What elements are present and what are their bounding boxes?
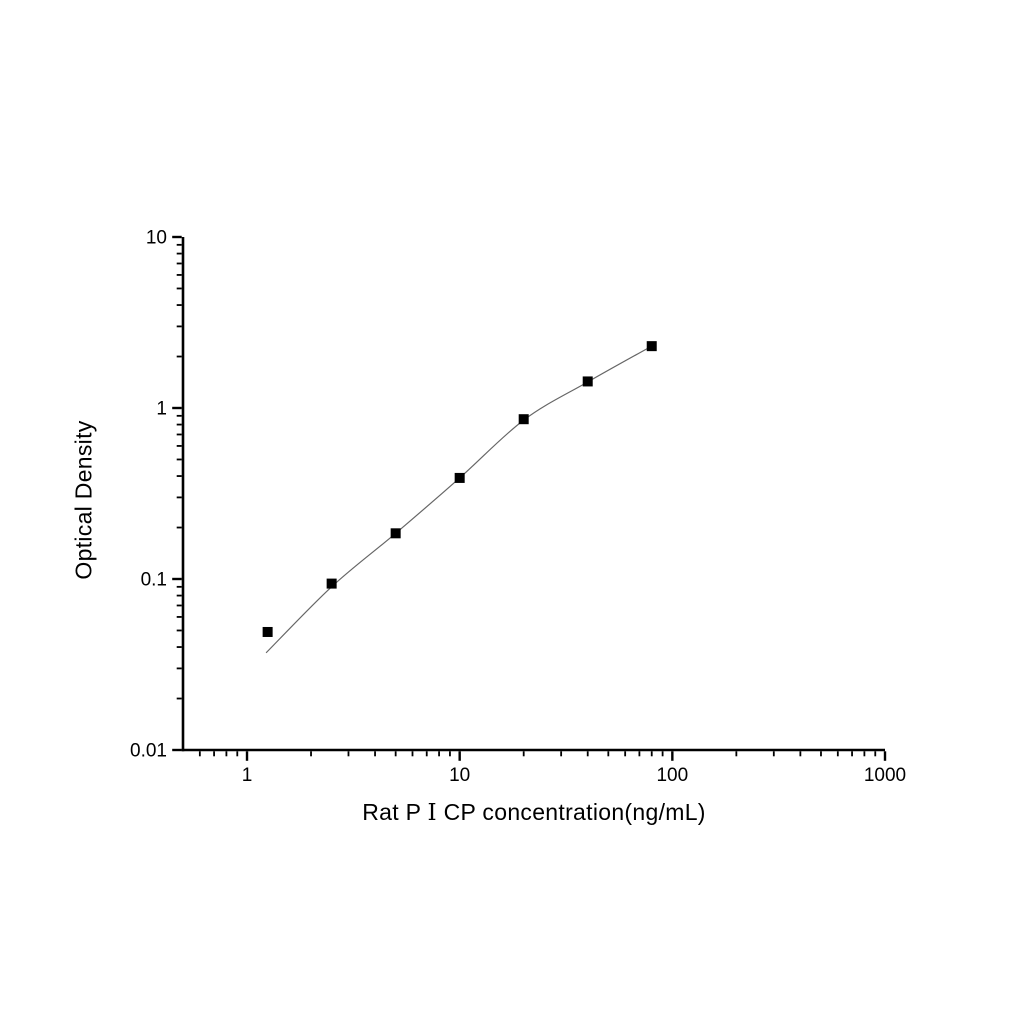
x-axis-title-prefix: Rat P [362,799,428,825]
data-point-marker [326,578,337,589]
roman-numeral-one: Ⅰ [427,800,437,826]
y-tick-label: 1 [156,399,167,420]
data-points [262,341,657,637]
data-point-marker [646,341,657,352]
data-point-marker [390,528,401,539]
x-axis-title: Rat P Ⅰ CP concentration(ng/mL) [183,799,885,826]
data-point-marker [582,376,593,387]
x-tick-label: 100 [656,765,688,786]
x-tick-label: 10 [449,765,470,786]
y-tick-label: 0.1 [141,570,167,591]
data-point-marker [518,414,529,425]
fit-curve-line [265,345,652,654]
x-axis-title-suffix: CP concentration(ng/mL) [436,799,706,825]
x-tick-label: 1 [242,765,253,786]
y-axis-title: Optical Density [70,420,97,580]
data-point-marker [454,472,465,483]
x-tick-label: 1000 [864,765,906,786]
tick-labels: 1 10 100 1000 0.01 0.1 1 10 [130,228,906,787]
axes-spines [181,237,885,752]
y-tick-label: 10 [146,228,167,249]
y-tick-label: 0.01 [130,741,167,762]
data-point-marker [262,626,273,637]
axis-ticks [172,235,887,761]
